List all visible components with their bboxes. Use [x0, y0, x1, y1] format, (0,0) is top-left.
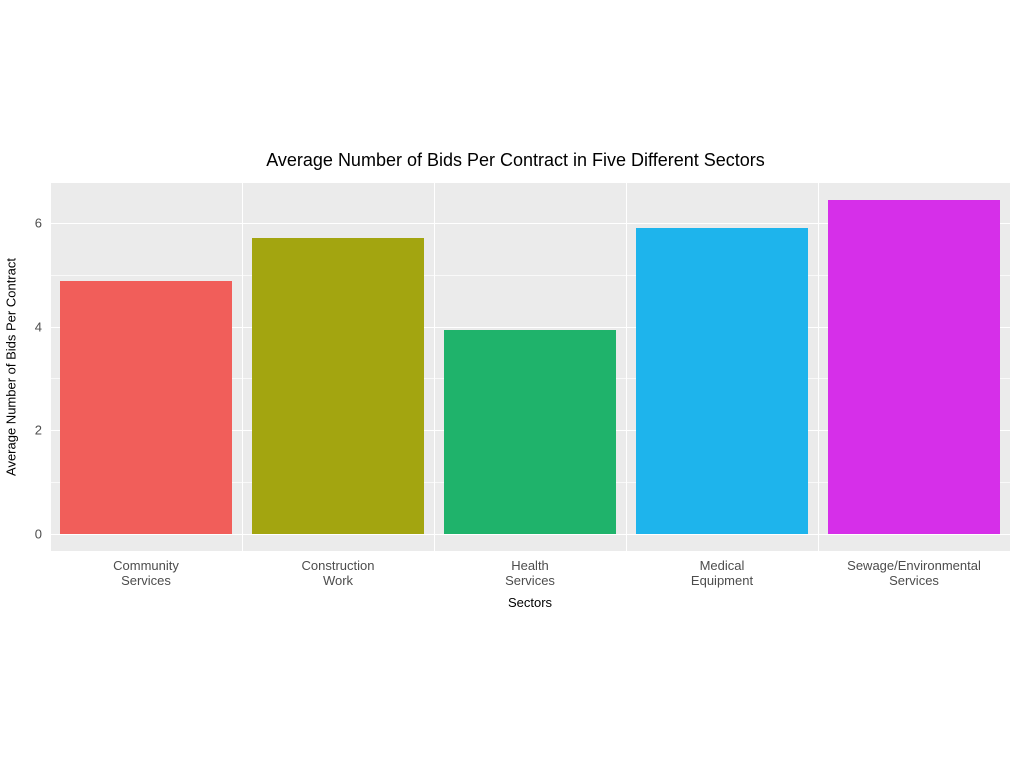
grid-hline-major	[50, 534, 1010, 535]
x-tick-label: Sewage/Environmental Services	[847, 559, 981, 589]
bar	[444, 330, 617, 534]
y-tick-label: 6	[35, 215, 42, 230]
y-tick-label: 0	[35, 526, 42, 541]
x-tick-label: Construction Work	[302, 559, 375, 589]
bar	[828, 200, 1001, 534]
bar	[60, 281, 233, 534]
x-axis-title: Sectors	[50, 595, 1010, 610]
grid-vline	[242, 183, 243, 551]
grid-vline	[1010, 183, 1011, 551]
page: Average Number of Bids Per Contract in F…	[0, 0, 1031, 773]
x-tick-label: Medical Equipment	[691, 559, 753, 589]
plot-area	[50, 183, 1010, 551]
y-tick-label: 4	[35, 319, 42, 334]
x-tick-label: Community Services	[113, 559, 179, 589]
y-tick-label: 2	[35, 423, 42, 438]
grid-vline	[434, 183, 435, 551]
chart-title: Average Number of Bids Per Contract in F…	[0, 150, 1031, 171]
bar-chart: Average Number of Bids Per Contract in F…	[0, 150, 1031, 630]
x-tick-labels: Community Services Construction Work Healt…	[50, 551, 1010, 601]
y-tick-labels: 0 2 4 6	[0, 183, 50, 551]
grid-vline	[626, 183, 627, 551]
bar	[252, 238, 425, 533]
grid-vline	[818, 183, 819, 551]
x-tick-label: Health Services	[505, 559, 555, 589]
bar	[636, 228, 809, 534]
